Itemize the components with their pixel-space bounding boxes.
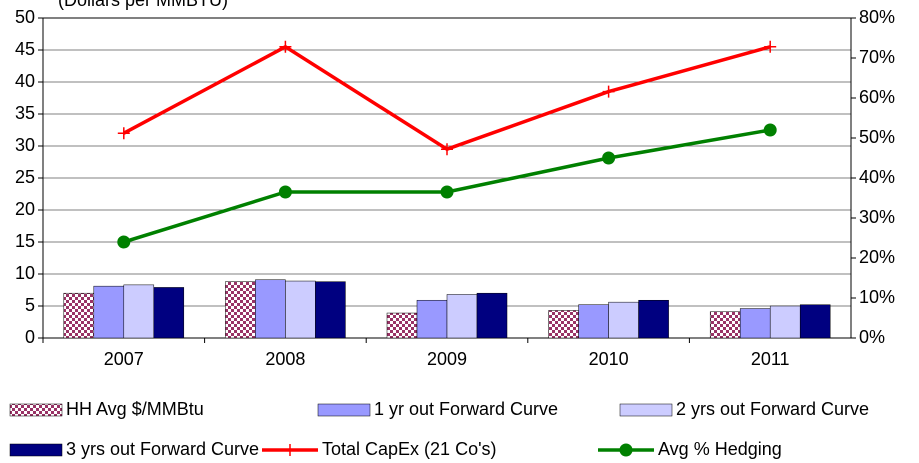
x-tick-label: 2011 <box>751 349 790 369</box>
bar <box>769 305 801 339</box>
x-tick-label: 2010 <box>589 349 629 369</box>
marker <box>602 85 615 98</box>
marker <box>279 40 292 53</box>
y2-tick-label: 60% <box>859 87 895 107</box>
legend-label: Avg % Hedging <box>658 439 782 459</box>
bar <box>578 304 609 339</box>
bar <box>153 287 185 339</box>
y-tick-label: 35 <box>15 103 35 123</box>
y-tick-label: 40 <box>15 71 35 91</box>
y2-tick-label: 40% <box>859 167 895 187</box>
bar <box>608 301 639 339</box>
marker <box>619 443 633 457</box>
y2-tick-label: 30% <box>859 207 895 227</box>
bar <box>739 308 771 339</box>
legend-swatch <box>9 403 63 417</box>
x-tick-label: 2007 <box>104 349 144 369</box>
x-tick-label: 2009 <box>427 349 467 369</box>
y2-tick-label: 20% <box>859 247 895 267</box>
x-tick-label: 2008 <box>265 349 305 369</box>
marker <box>440 185 454 199</box>
marker <box>763 123 777 137</box>
y-axis-label: (Dollars per MMBTU) <box>58 0 228 10</box>
y2-tick-label: 50% <box>859 127 895 147</box>
bar <box>709 311 741 339</box>
bar <box>63 292 95 339</box>
y2-tick-label: 80% <box>859 7 895 27</box>
legend-swatch <box>317 403 371 417</box>
marker <box>602 151 616 165</box>
marker <box>278 185 292 199</box>
legend-label: 3 yrs out Forward Curve <box>66 439 259 459</box>
y2-tick-label: 10% <box>859 287 895 307</box>
bar <box>416 299 448 339</box>
marker <box>764 40 777 53</box>
line <box>122 44 771 152</box>
bar <box>446 294 478 339</box>
marker <box>117 235 131 249</box>
bar <box>225 281 256 339</box>
legend-label: Total CapEx (21 Co's) <box>322 439 497 459</box>
y-tick-label: 20 <box>15 199 35 219</box>
legend-swatch <box>9 443 63 457</box>
y-tick-label: 5 <box>25 295 35 315</box>
y2-tick-label: 0% <box>859 327 885 347</box>
legend-label: 1 yr out Forward Curve <box>374 399 558 419</box>
bar <box>638 299 669 339</box>
y-tick-label: 50 <box>15 7 35 27</box>
y-tick-label: 10 <box>15 263 35 283</box>
bar <box>93 285 125 339</box>
bar <box>548 310 579 339</box>
legend-label: HH Avg $/MMBtu <box>66 399 204 419</box>
legend-label: 2 yrs out Forward Curve <box>676 399 869 419</box>
y-tick-label: 30 <box>15 135 35 155</box>
y-tick-label: 45 <box>15 39 35 59</box>
bar <box>476 292 508 339</box>
y2-tick-label: 70% <box>859 47 895 67</box>
bar <box>386 312 418 339</box>
y-tick-label: 15 <box>15 231 35 251</box>
marker <box>284 444 296 456</box>
bar <box>799 304 831 339</box>
marker <box>117 127 130 140</box>
legend-swatch <box>619 403 673 417</box>
y-tick-label: 25 <box>15 167 35 187</box>
marker <box>441 143 453 156</box>
bar <box>255 279 286 339</box>
bar <box>123 284 155 339</box>
bar <box>285 280 316 339</box>
bar <box>315 281 346 339</box>
y-tick-label: 0 <box>25 327 35 347</box>
